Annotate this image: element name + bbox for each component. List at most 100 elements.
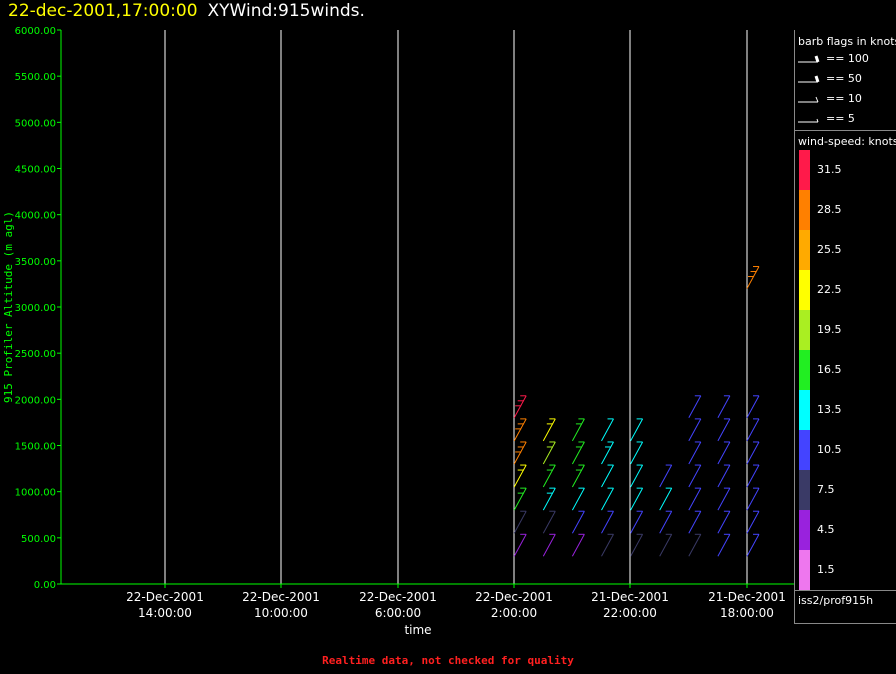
- legend-divider: [795, 590, 896, 591]
- barb-legend-row: == 100: [798, 52, 869, 66]
- wind-barb-shaft: [688, 441, 702, 465]
- legend-divider: [795, 623, 896, 624]
- colorbar-label: 1.5: [817, 563, 835, 576]
- colorbar-swatch: [799, 270, 810, 310]
- wind-barb-shaft: [630, 487, 644, 511]
- barb-legend-row: == 10: [798, 92, 862, 106]
- wind-barb-shaft: [571, 441, 585, 465]
- barb-sample-icon: [798, 75, 820, 83]
- y-tick-label: 0.00: [34, 580, 56, 591]
- wind-barb-shaft: [717, 441, 731, 465]
- wind-barb-shaft: [601, 510, 614, 534]
- x-tick-date: 21-Dec-2001: [708, 590, 786, 604]
- wind-barb-shaft: [717, 418, 731, 442]
- wind-barb-shaft: [601, 464, 614, 488]
- wind-barb-shaft: [688, 534, 702, 557]
- barb-sample-flag: [815, 96, 819, 103]
- y-tick-label: 2000.00: [15, 395, 56, 406]
- wind-barb-shaft: [717, 510, 731, 534]
- wind-barb-shaft: [571, 487, 585, 511]
- wind-barb-shaft: [513, 510, 527, 534]
- y-tick-label: 4500.00: [15, 165, 56, 176]
- colorbar-label: 4.5: [817, 523, 835, 536]
- wind-barb-shaft: [571, 418, 585, 442]
- wind-barb-shaft: [659, 534, 673, 557]
- colorbar-swatch: [799, 350, 810, 390]
- wind-barb-shaft: [746, 441, 760, 465]
- colorbar-label: 19.5: [817, 323, 842, 336]
- y-tick-label: 500.00: [21, 534, 56, 545]
- y-tick-label: 1000.00: [15, 488, 56, 499]
- colorbar-swatch: [799, 150, 810, 190]
- x-tick-time: 6:00:00: [375, 606, 421, 620]
- wind-barb-shaft: [630, 418, 644, 442]
- wind-barb-shaft: [630, 464, 644, 488]
- wind-barb-shaft: [746, 510, 760, 534]
- header-date: 22-dec-2001,17:00:00: [8, 1, 198, 21]
- x-tick-time: 2:00:00: [491, 606, 537, 620]
- colorbar-swatch: [799, 310, 810, 350]
- wind-barb-shaft: [601, 418, 614, 442]
- wind-barb-shaft: [717, 534, 731, 557]
- barb-legend-label: == 10: [826, 92, 862, 105]
- wind-barb-shaft: [542, 418, 556, 442]
- x-tick-time: 14:00:00: [138, 606, 192, 620]
- wind-barb-shaft: [659, 510, 673, 534]
- colorbar-label: 7.5: [817, 483, 835, 496]
- wind-barb-shaft: [688, 487, 702, 511]
- colorbar-label: 13.5: [817, 403, 842, 416]
- wind-barb-shaft: [746, 418, 760, 442]
- colorbar-label: 31.5: [817, 163, 842, 176]
- y-tick-label: 6000.00: [15, 26, 56, 37]
- quality-note: Realtime data, not checked for quality: [322, 654, 574, 667]
- wind-barb-shaft: [717, 395, 731, 419]
- wind-barb-shaft: [571, 464, 585, 488]
- x-tick-date: 22-Dec-2001: [126, 590, 204, 604]
- wind-barb-shaft: [659, 487, 673, 511]
- wind-barb-shaft: [659, 464, 673, 488]
- barb-sample-icon: [798, 118, 819, 123]
- barb-legend-label: == 100: [826, 52, 869, 65]
- header-title: XYWind:915winds.: [207, 1, 365, 21]
- colorbar-label: 28.5: [817, 203, 842, 216]
- wind-barb-shaft: [513, 464, 527, 488]
- wind-barb-shaft: [601, 487, 614, 511]
- wind-barb-shaft: [542, 510, 556, 534]
- x-tick-date: 22-Dec-2001: [242, 590, 320, 604]
- legend-divider: [795, 130, 896, 131]
- colorbar-swatch: [799, 510, 810, 550]
- speed-legend-title: wind-speed: knots: [798, 135, 896, 148]
- wind-barb-shaft: [746, 395, 760, 419]
- wind-barb-shaft: [688, 418, 702, 442]
- barb-sample-flag: [816, 118, 819, 123]
- x-tick-time: 22:00:00: [603, 606, 657, 620]
- wind-barb-shaft: [542, 487, 556, 511]
- wind-barb-shaft: [542, 534, 556, 557]
- x-tick-date: 22-Dec-2001: [359, 590, 437, 604]
- x-tick-time: 18:00:00: [720, 606, 774, 620]
- legend-panel: barb flags in knots == 100 == 50 == 10 == 5…: [794, 30, 896, 624]
- barb-sample-icon: [798, 96, 819, 103]
- colorbar-swatch: [799, 470, 810, 510]
- wind-barb-shaft: [542, 441, 556, 465]
- colorbar-swatch: [799, 430, 810, 470]
- wind-barb-shaft: [601, 534, 614, 557]
- colorbar-swatch: [799, 190, 810, 230]
- wind-barb-shaft: [746, 487, 760, 511]
- x-tick-date: 21-Dec-2001: [591, 590, 669, 604]
- y-tick-label: 3500.00: [15, 257, 56, 268]
- y-tick-label: 4000.00: [15, 211, 56, 222]
- wind-barb-shaft: [513, 418, 527, 442]
- barb-legend-row: == 5: [798, 112, 855, 126]
- colorbar-swatch: [799, 390, 810, 430]
- wind-barb-shaft: [630, 534, 644, 557]
- wind-barb-shaft: [688, 395, 702, 419]
- barb-sample-icon: [798, 55, 820, 63]
- wind-barb-shaft: [571, 534, 585, 557]
- wind-barb-shaft: [688, 510, 702, 534]
- x-axis-label: time: [404, 623, 431, 637]
- wind-barb-shaft: [746, 534, 760, 557]
- wind-barb-shaft: [571, 510, 585, 534]
- wind-barb-shaft: [746, 464, 760, 488]
